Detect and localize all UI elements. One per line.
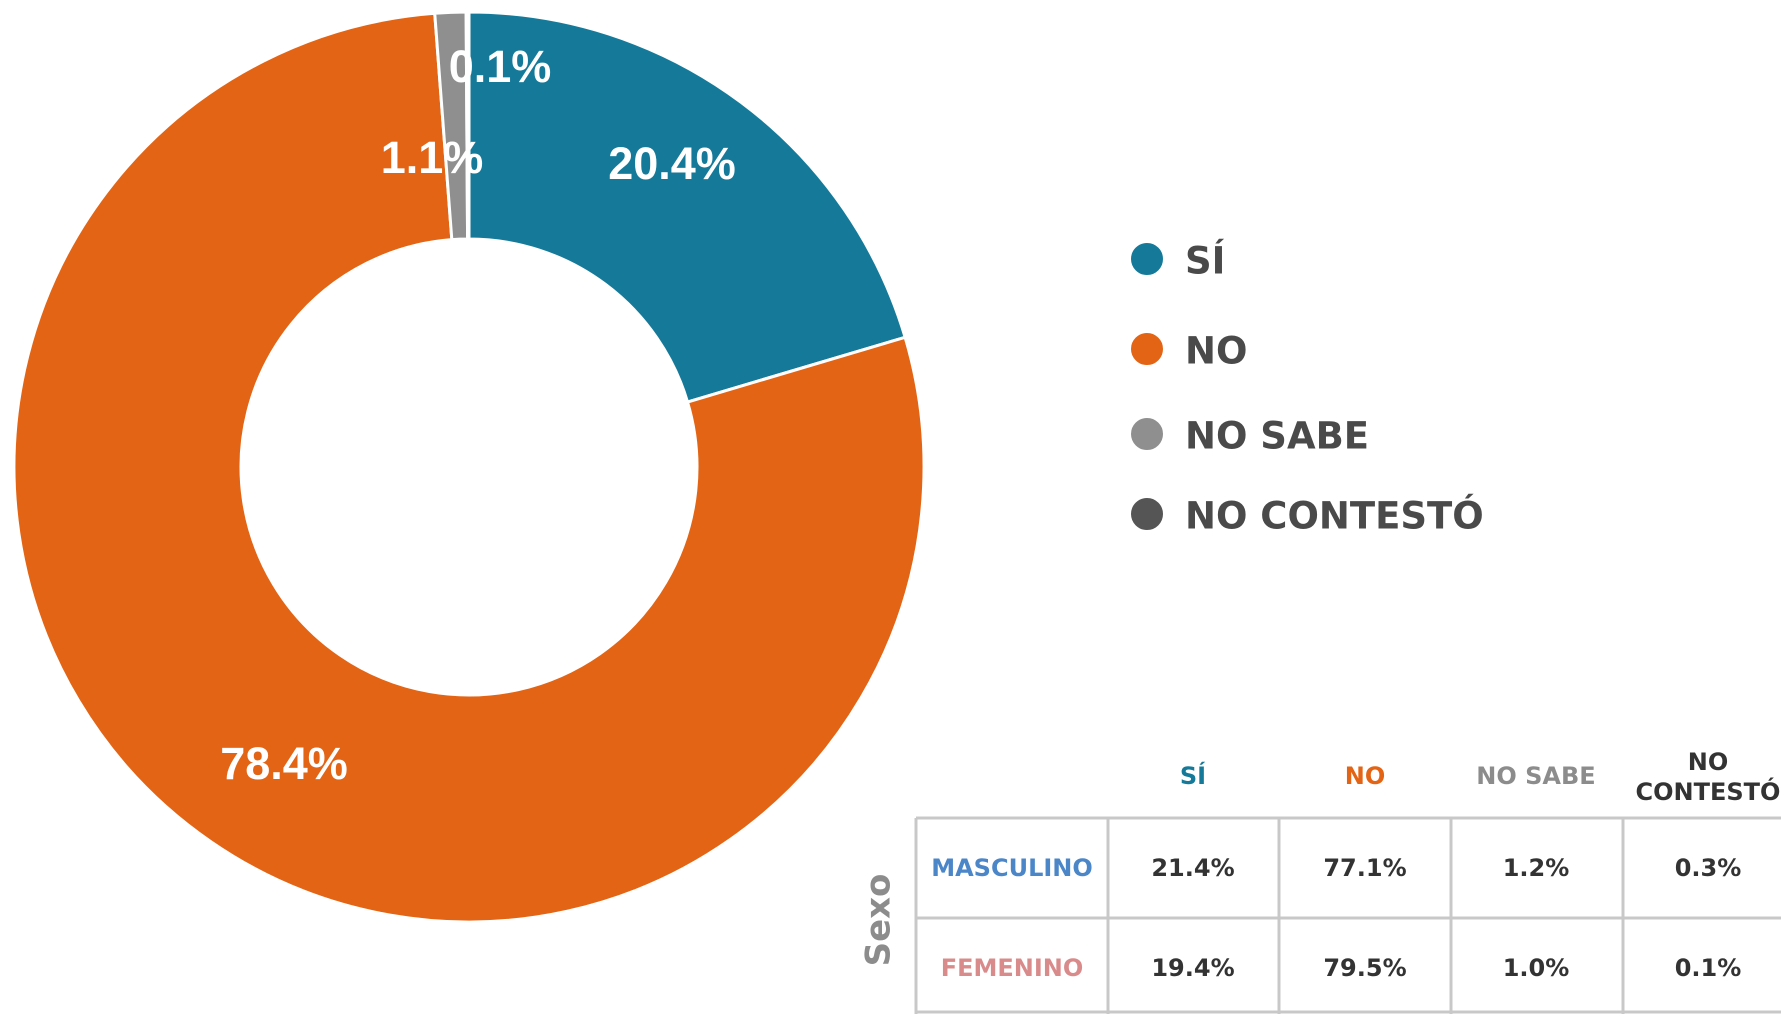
table-cell: 0.3% (1675, 854, 1742, 882)
donut-slice (467, 10, 907, 404)
legend-label: NO (1185, 330, 1247, 373)
column-header: NO SABE (1476, 762, 1595, 790)
table-cell: 0.1% (1675, 954, 1742, 982)
column-header: SÍ (1180, 761, 1206, 790)
row-label: MASCULINO (931, 854, 1093, 882)
table-cell: 1.0% (1503, 954, 1570, 982)
legend-swatch (1129, 331, 1165, 367)
legend-swatch (1129, 416, 1165, 452)
column-header: NO (1345, 762, 1386, 790)
legend-label: NO SABE (1185, 415, 1369, 458)
table-cell: 19.4% (1151, 954, 1234, 982)
data-label: 0.1% (449, 41, 552, 92)
data-label: 20.4% (608, 138, 736, 189)
table-grid (914, 816, 1781, 1014)
table-cell: 21.4% (1151, 854, 1234, 882)
table-cell: 1.2% (1503, 854, 1570, 882)
data-label: 78.4% (220, 738, 348, 789)
column-header: NO CONTESTÓ (1636, 748, 1781, 806)
legend: SÍ NO NO SABE NO CONTESTÓ (1129, 239, 1484, 538)
legend-label: NO CONTESTÓ (1185, 494, 1484, 538)
table-cell: 79.5% (1323, 954, 1406, 982)
donut-slice (12, 11, 926, 924)
table-cell: 77.1% (1323, 854, 1406, 882)
legend-label: SÍ (1185, 239, 1225, 283)
row-group-label: Sexo (859, 874, 899, 967)
row-label: FEMENINO (941, 954, 1084, 982)
data-label: 1.1% (381, 132, 484, 183)
table: Sexo SÍ NO NO SABE NO CONTESTÓ MASCULINO 21.4%… (859, 748, 1781, 1014)
donut: 20.4% 78.4% 1.1% 0.1% (12, 10, 926, 924)
legend-swatch (1129, 496, 1165, 532)
donut-slice (464, 10, 471, 241)
legend-swatch (1129, 241, 1165, 277)
